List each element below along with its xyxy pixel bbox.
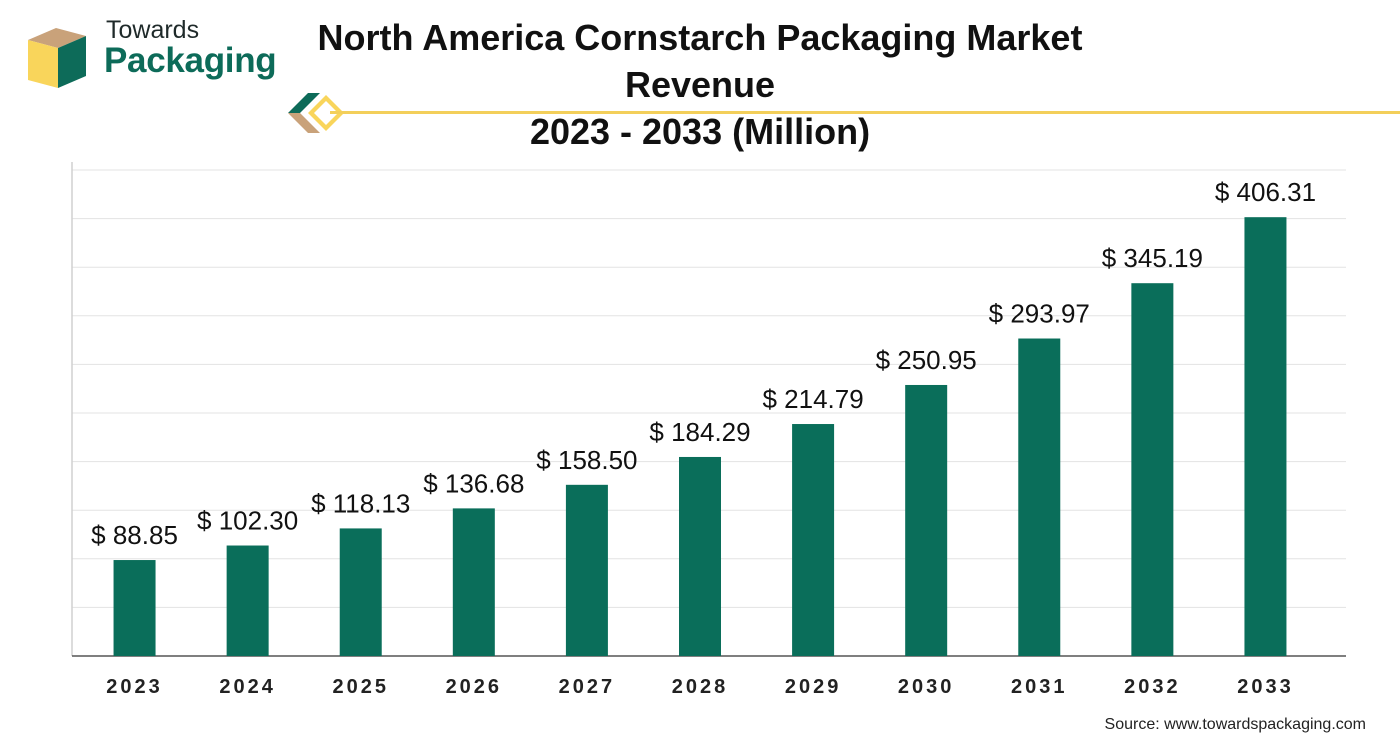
data-label-2026: $ 136.68: [423, 468, 524, 498]
x-tick-label-2026: 2026: [446, 676, 503, 698]
brand-name-line1: Towards: [106, 16, 200, 44]
x-tick-label-2030: 2030: [898, 676, 955, 698]
x-tick-label-2024: 2024: [219, 676, 276, 698]
x-tick-label-2028: 2028: [672, 676, 729, 698]
bar-2027: [565, 484, 608, 656]
data-label-2028: $ 184.29: [649, 417, 750, 447]
x-tick-label-2033: 2033: [1237, 676, 1294, 698]
chart-title-line2: 2023 - 2033 (Million): [529, 111, 871, 152]
bar-2032: [1131, 283, 1174, 656]
data-label-2030: $ 250.95: [876, 345, 977, 375]
bar-2025: [339, 528, 382, 656]
decorative-diamond-icon: [288, 93, 344, 133]
bar-2033: [1244, 217, 1287, 657]
data-label-2031: $ 293.97: [989, 299, 1090, 329]
source-note: Source: www.towardspackaging.com: [1104, 716, 1366, 733]
brand-logo: Towards Packaging: [22, 14, 282, 89]
x-tick-label-2023: 2023: [106, 676, 163, 698]
bar-2030: [905, 384, 948, 656]
data-label-2032: $ 345.19: [1102, 243, 1203, 273]
bar-2028: [679, 456, 721, 656]
chart-title: North America Cornstarch Packaging Marke…: [300, 14, 1100, 155]
x-tick-label-2031: 2031: [1011, 676, 1068, 698]
bar-2024: [226, 545, 269, 656]
data-label-2023: $ 88.85: [91, 520, 178, 550]
data-label-2027: $ 158.50: [536, 445, 637, 475]
bar-2026: [452, 508, 495, 656]
data-label-2033: $ 406.31: [1215, 177, 1316, 207]
brand-name-line2: Packaging: [104, 41, 277, 80]
data-label-2029: $ 214.79: [762, 384, 863, 414]
box-logo-icon: [28, 28, 86, 88]
x-tick-label-2027: 2027: [559, 676, 616, 698]
x-tick-label-2032: 2032: [1124, 676, 1181, 698]
bar-2023: [113, 560, 156, 656]
bar-2029: [792, 424, 835, 656]
x-tick-label-2029: 2029: [785, 676, 842, 698]
bar-2031: [1018, 338, 1061, 656]
chart-title-line1: North America Cornstarch Packaging Marke…: [317, 17, 1083, 105]
x-tick-label-2025: 2025: [332, 676, 389, 698]
data-label-2024: $ 102.30: [197, 506, 298, 536]
data-label-2025: $ 118.13: [311, 488, 410, 518]
title-underline: [330, 111, 1400, 114]
